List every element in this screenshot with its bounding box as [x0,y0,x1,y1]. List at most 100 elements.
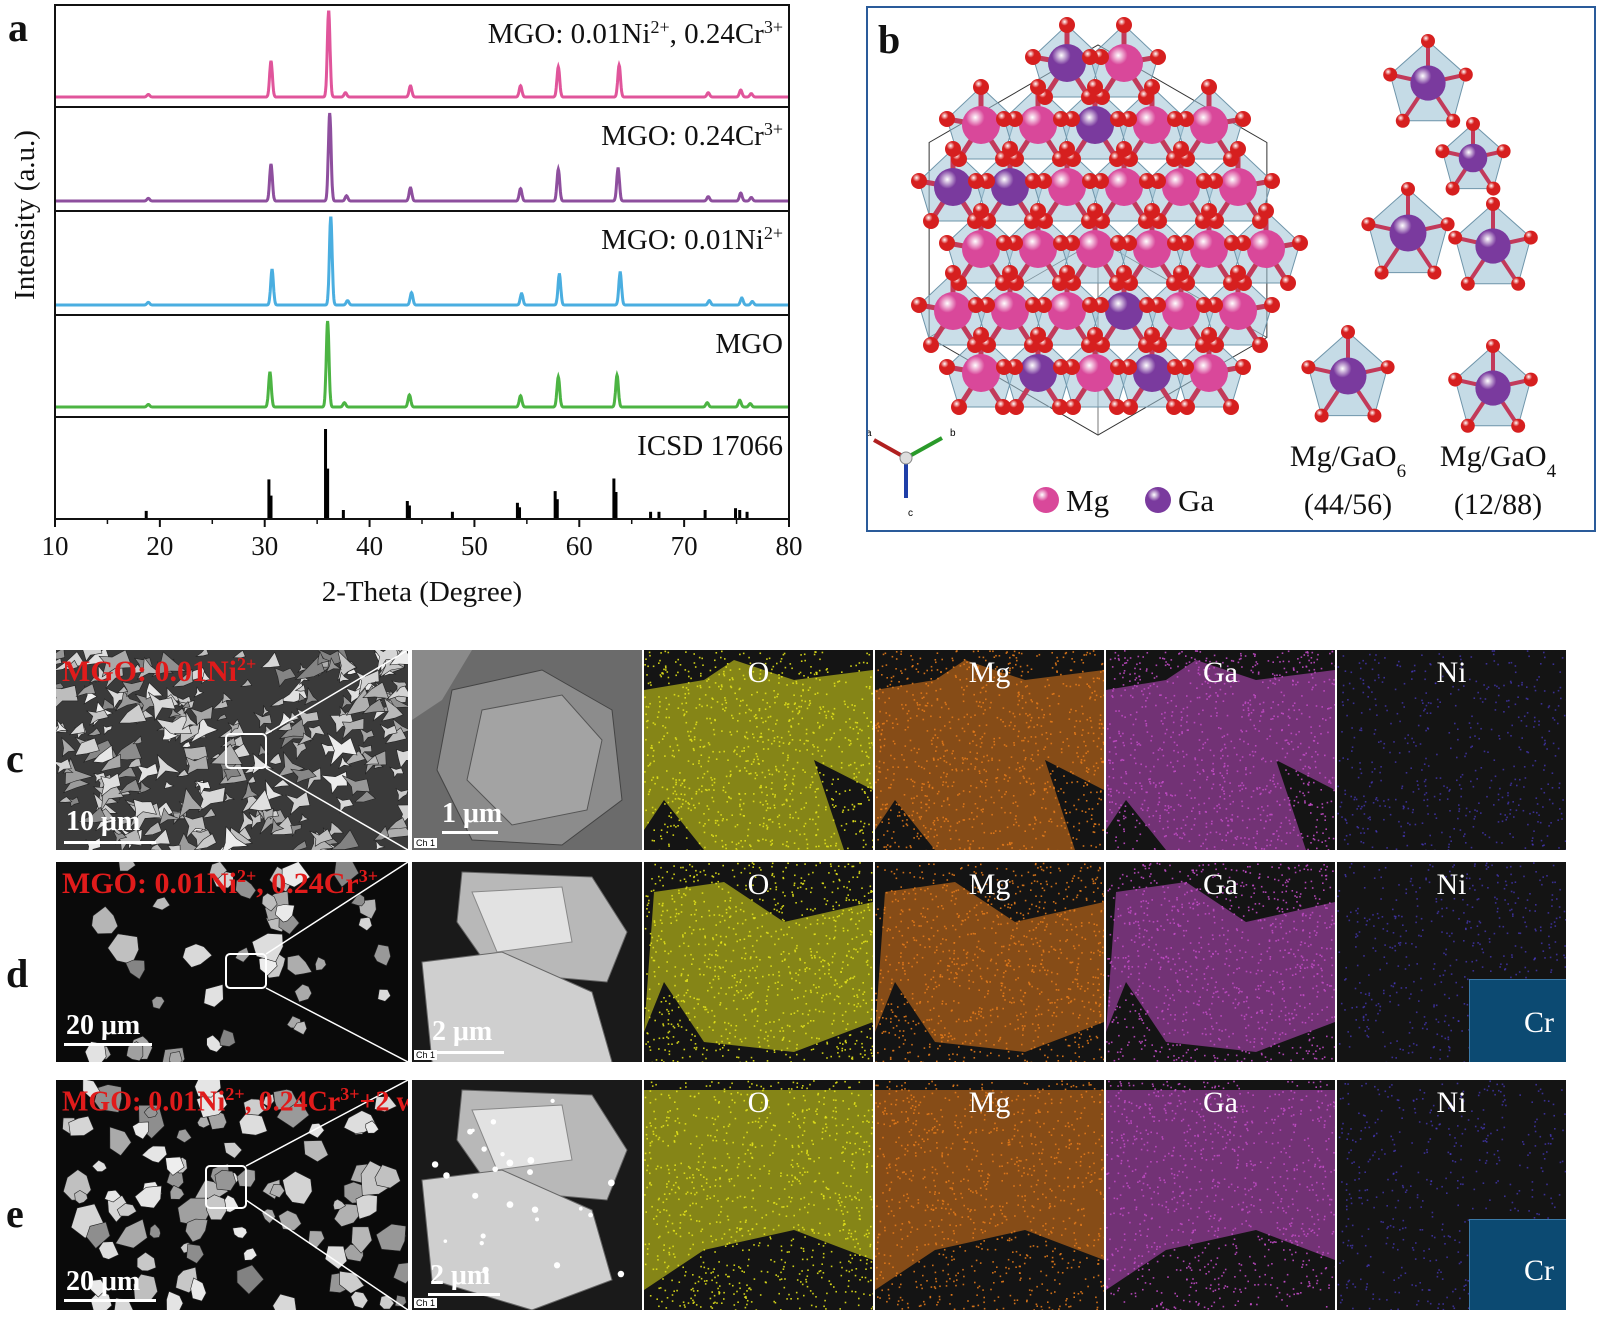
signal-dot [892,686,894,689]
signal-dot [809,989,812,992]
signal-dot [1108,759,1110,761]
particle [342,750,366,767]
signal-dot [674,790,676,793]
signal-dot [987,759,990,762]
signal-dot [1443,785,1445,787]
signal-dot [695,723,697,726]
signal-dot [1272,701,1274,703]
particle [291,741,307,760]
signal-dot [739,805,741,808]
signal-dot [1094,699,1096,701]
signal-dot [1051,693,1054,695]
signal-dot [1538,676,1540,678]
signal-dot [649,932,652,935]
signal-dot [704,954,706,957]
signal-dot [809,702,812,705]
signal-dot [1471,745,1473,748]
signal-dot [1014,725,1016,727]
signal-dot [646,973,648,975]
signal-dot [1085,800,1088,802]
signal-dot [858,771,860,774]
signal-dot [817,816,820,818]
signal-dot [1046,697,1049,699]
signal-dot [1107,784,1109,787]
signal-dot [734,825,737,828]
signal-dot [1109,723,1111,725]
signal-dot [1164,732,1167,735]
signal-dot [730,797,732,800]
signal-dot [1344,789,1346,792]
signal-dot [1329,652,1331,655]
signal-dot [1132,687,1134,690]
signal-dot [769,706,771,708]
signal-dot [1370,782,1373,784]
signal-dot [1219,833,1221,835]
signal-dot [768,974,770,976]
particle [261,892,278,912]
signal-dot [1102,829,1104,831]
signal-dot [1164,711,1166,714]
signal-dot [667,1023,670,1025]
signal-dot [765,786,767,788]
signal-dot [1456,756,1458,759]
signal-dot [721,1047,724,1049]
signal-dot [1247,709,1250,712]
signal-dot [1108,751,1111,753]
signal-dot [1117,846,1119,849]
signal-dot [1340,801,1343,804]
signal-dot [1484,698,1487,700]
signal-dot [1114,746,1117,749]
signal-dot [1194,818,1196,820]
signal-dot [1404,737,1406,740]
particle [93,772,106,784]
signal-dot [659,919,662,922]
mg-atom [1048,292,1086,330]
signal-dot [717,978,720,980]
signal-dot [692,804,695,807]
signal-dot [870,966,872,969]
signal-dot [815,864,817,867]
signal-dot [1357,826,1360,829]
signal-dot [668,716,670,719]
signal-dot [741,902,743,904]
signal-dot [1143,688,1146,690]
signal-dot [1218,727,1220,729]
signal-dot [1219,807,1221,809]
signal-dot [698,968,701,970]
signal-dot [786,1047,789,1050]
signal-dot [1320,733,1322,735]
signal-dot [1221,774,1223,777]
signal-dot [982,702,984,704]
signal-dot [1548,798,1551,801]
signal-dot [1515,809,1518,812]
signal-dot [804,659,806,662]
signal-dot [660,930,663,932]
signal-dot [759,669,762,672]
signal-dot [1083,794,1085,796]
signal-dot [658,983,660,985]
particle [159,807,181,826]
signal-dot [940,776,942,779]
signal-dot [1557,689,1560,692]
signal-dot [1490,779,1493,782]
signal-dot [1272,673,1274,675]
particle [118,816,130,826]
signal-dot [836,915,839,918]
o-atom [1139,173,1155,189]
signal-dot [700,675,702,677]
signal-dot [1201,731,1204,733]
signal-dot [1285,739,1288,741]
signal-dot [870,742,873,744]
signal-dot [671,1043,673,1045]
signal-dot [858,920,861,922]
particle [276,721,293,731]
signal-dot [1332,816,1334,818]
signal-dot [839,729,842,731]
signal-dot [945,781,947,784]
particle [69,721,86,736]
signal-dot [749,720,751,722]
signal-dot [1457,688,1460,691]
signal-dot [770,788,773,790]
signal-dot [658,1037,661,1040]
signal-dot [665,667,667,669]
